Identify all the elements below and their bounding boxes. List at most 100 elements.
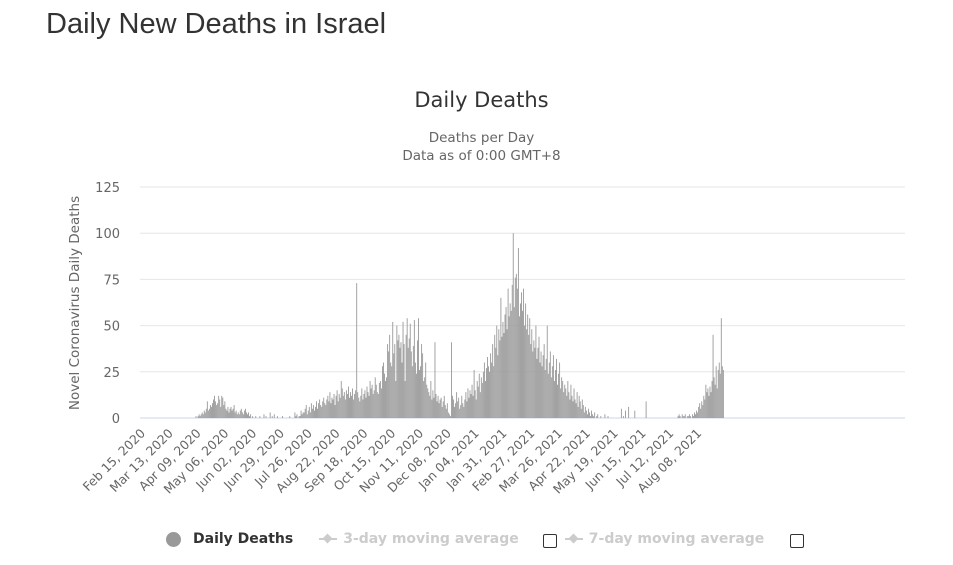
bar[interactable] [314, 410, 315, 418]
bar[interactable] [336, 390, 338, 418]
bar[interactable] [381, 366, 383, 418]
bar[interactable] [427, 388, 429, 418]
bar[interactable] [224, 401, 226, 418]
bar[interactable] [329, 392, 331, 418]
bar[interactable] [255, 416, 257, 418]
bar[interactable] [564, 384, 566, 418]
bar[interactable] [434, 342, 436, 418]
bar[interactable] [303, 412, 305, 418]
bar[interactable] [520, 303, 521, 418]
bar[interactable] [398, 334, 400, 418]
bar[interactable] [703, 395, 705, 418]
bar[interactable] [223, 405, 225, 418]
bar[interactable] [710, 392, 712, 418]
bar[interactable] [344, 399, 346, 418]
bar[interactable] [308, 406, 310, 418]
bar[interactable] [517, 247, 519, 418]
bar[interactable] [460, 405, 462, 418]
bar[interactable] [235, 410, 237, 418]
bar[interactable] [708, 395, 710, 418]
bar[interactable] [243, 410, 245, 418]
bar[interactable] [322, 401, 324, 418]
bar[interactable] [504, 314, 506, 418]
bar[interactable] [327, 395, 329, 418]
bar[interactable] [440, 397, 442, 418]
bar[interactable] [390, 362, 392, 418]
bar[interactable] [215, 401, 217, 418]
bar[interactable] [195, 416, 197, 418]
bar[interactable] [299, 416, 301, 418]
bar[interactable] [376, 392, 378, 418]
bar[interactable] [712, 334, 714, 418]
bar[interactable] [687, 416, 689, 418]
bar[interactable] [230, 406, 232, 418]
bar[interactable] [298, 416, 300, 418]
bar[interactable] [607, 416, 609, 418]
bar[interactable] [418, 318, 419, 418]
bar[interactable] [422, 353, 424, 418]
bar[interactable] [457, 401, 459, 418]
bar[interactable] [394, 344, 396, 418]
bar[interactable] [503, 332, 505, 418]
bar[interactable] [480, 377, 482, 418]
bar[interactable] [248, 412, 249, 418]
bar[interactable] [209, 405, 211, 418]
bar[interactable] [453, 399, 454, 418]
bar[interactable] [466, 401, 468, 418]
bar[interactable] [469, 390, 471, 418]
bar[interactable] [316, 401, 317, 418]
bar[interactable] [383, 362, 384, 418]
bar[interactable] [369, 381, 371, 418]
bar[interactable] [533, 340, 535, 418]
bar[interactable] [237, 412, 239, 418]
bar[interactable] [537, 347, 539, 418]
bar[interactable] [481, 382, 483, 418]
bar[interactable] [219, 399, 221, 418]
bar[interactable] [214, 395, 215, 418]
bar[interactable] [698, 406, 700, 418]
bar[interactable] [432, 390, 434, 418]
bar[interactable] [707, 388, 709, 418]
bar[interactable] [497, 355, 499, 418]
bar[interactable] [501, 336, 503, 418]
bar[interactable] [692, 414, 693, 418]
bar[interactable] [363, 393, 365, 418]
bar[interactable] [634, 410, 636, 418]
bar[interactable] [693, 416, 694, 418]
bar[interactable] [386, 377, 388, 418]
bar[interactable] [411, 366, 413, 418]
bar[interactable] [330, 403, 332, 418]
bar[interactable] [207, 410, 209, 418]
bar[interactable] [407, 347, 409, 418]
bar[interactable] [596, 416, 598, 418]
bar[interactable] [597, 414, 599, 418]
bar[interactable] [213, 399, 214, 418]
bar[interactable] [203, 410, 205, 418]
bar[interactable] [375, 384, 377, 418]
bar[interactable] [252, 416, 254, 418]
bar[interactable] [198, 414, 200, 418]
bar[interactable] [413, 320, 415, 418]
bar[interactable] [222, 397, 224, 418]
bar[interactable] [526, 329, 528, 418]
bar[interactable] [682, 416, 684, 418]
bar[interactable] [371, 384, 373, 418]
bar[interactable] [348, 386, 349, 418]
bar[interactable] [528, 334, 530, 418]
bar[interactable] [567, 381, 569, 418]
bar[interactable] [516, 288, 518, 418]
checkbox-7day-average[interactable] [790, 534, 805, 548]
bar[interactable] [276, 416, 278, 418]
bar[interactable] [301, 414, 303, 418]
bar[interactable] [225, 408, 227, 418]
bar[interactable] [502, 321, 504, 418]
bar[interactable] [339, 397, 341, 418]
bar[interactable] [570, 384, 572, 418]
bar[interactable] [514, 277, 516, 418]
bar[interactable] [446, 403, 448, 418]
bar[interactable] [364, 390, 366, 418]
bar[interactable] [333, 393, 335, 418]
bar[interactable] [473, 369, 475, 418]
bar[interactable] [544, 369, 546, 418]
bar[interactable] [592, 414, 594, 418]
